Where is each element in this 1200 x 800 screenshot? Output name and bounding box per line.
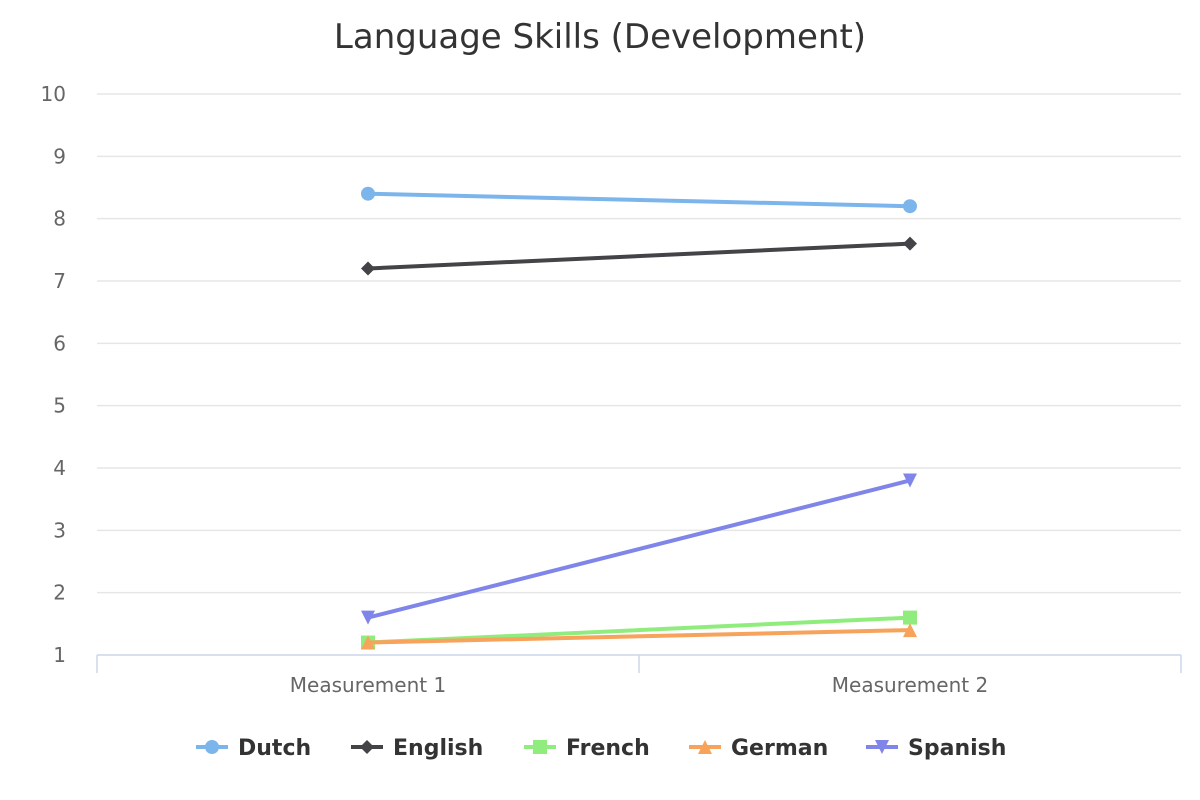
y-tick-label: 4: [53, 456, 66, 480]
data-point: [903, 473, 917, 488]
y-tick-label: 5: [53, 394, 66, 418]
data-point: [903, 610, 917, 625]
series-line: [366, 615, 912, 645]
grid-lines: [97, 93, 1181, 594]
legend-item-spanish[interactable]: Spanish: [866, 736, 1006, 761]
data-point: [903, 199, 917, 214]
x-tick-label: Measurement 2: [832, 673, 988, 697]
series-line: [366, 241, 912, 271]
series-line: [366, 478, 912, 620]
legend-marker: [360, 740, 374, 754]
legend-label: German: [731, 736, 828, 761]
y-tick-label: 2: [53, 581, 66, 605]
legend-label: Spanish: [908, 736, 1006, 761]
y-tick-label: 3: [53, 518, 66, 542]
y-tick-label: 9: [53, 144, 66, 168]
data-point: [361, 610, 375, 625]
series-line: [366, 191, 912, 209]
legend-item-english[interactable]: English: [351, 736, 483, 761]
y-tick-label: 1: [53, 643, 66, 667]
data-point: [361, 261, 375, 276]
legend-item-german[interactable]: German: [689, 736, 828, 761]
series-dutch: [361, 186, 917, 214]
legend-marker: [533, 740, 547, 754]
series-spanish: [361, 473, 917, 625]
series-german: [361, 623, 917, 650]
legend-marker: [875, 740, 889, 754]
series-lines: [361, 186, 917, 650]
x-tick-label: Measurement 1: [290, 673, 446, 697]
series-english: [361, 236, 917, 276]
data-point: [361, 186, 375, 201]
y-tick-label: 6: [53, 331, 66, 355]
data-point: [903, 236, 917, 251]
legend-marker: [205, 740, 219, 754]
legend-marker: [698, 740, 712, 754]
y-tick-label: 10: [41, 82, 66, 106]
data-point: [903, 623, 917, 638]
legend-label: English: [393, 736, 483, 761]
x-axis: [96, 654, 1182, 673]
legend-label: French: [566, 736, 650, 761]
y-tick-label: 7: [53, 269, 66, 293]
chart-title: Language Skills (Development): [334, 17, 866, 57]
legend: Dutch English French German Spanish: [196, 736, 1006, 761]
data-point: [361, 635, 375, 650]
y-axis-ticks: 1 2 3 4 5 6 7 8 9 10: [41, 82, 66, 667]
legend-label: Dutch: [238, 736, 311, 761]
legend-item-french[interactable]: French: [524, 736, 650, 761]
x-axis-ticks: Measurement 1 Measurement 2: [290, 673, 988, 697]
series-line: [366, 628, 912, 645]
y-tick-label: 8: [53, 207, 66, 231]
legend-item-dutch[interactable]: Dutch: [196, 736, 311, 761]
